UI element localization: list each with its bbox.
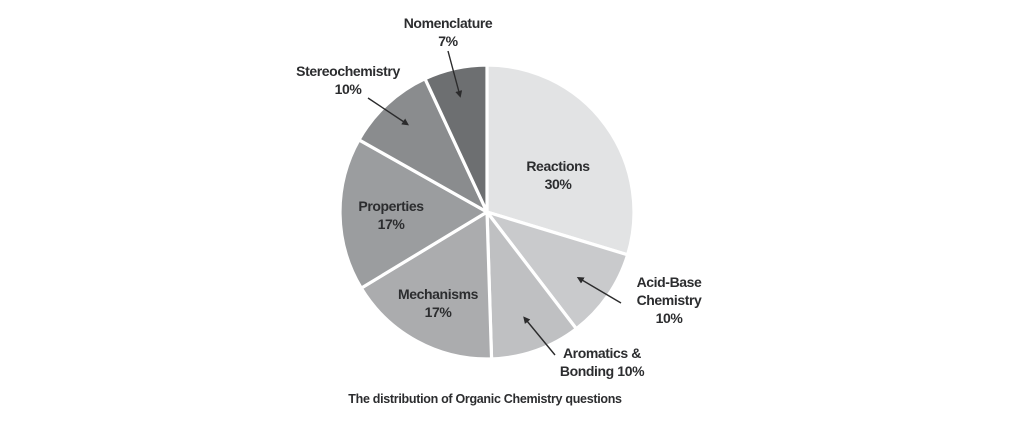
aromatics-arrow-icon <box>523 316 556 356</box>
slice-label-acid-base-chemistry: Acid-Base Chemistry 10% <box>637 273 702 327</box>
pie-slice-nomenclature <box>423 63 489 214</box>
slice-label-line: 7% <box>438 33 458 49</box>
slice-label-line: Aromatics & <box>562 345 642 361</box>
slice-label-properties: Properties 17% <box>358 197 424 233</box>
slice-label-line: 17% <box>377 216 405 232</box>
nomenclature-arrow-icon <box>447 50 463 98</box>
slice-label-line: 10% <box>655 310 683 326</box>
chart-caption: The distribution of Organic Chemistry qu… <box>348 392 622 406</box>
slice-label-line: 17% <box>424 304 452 320</box>
slice-label-line: 30% <box>544 176 572 192</box>
slice-label-mechanisms: Mechanisms 17% <box>398 285 478 321</box>
slice-label-line: Acid-Base <box>636 274 702 290</box>
slice-label-stereochemistry: Stereochemistry 10% <box>296 62 400 98</box>
slice-label-line: Chemistry <box>636 292 702 308</box>
slice-label-line: Stereochemistry <box>296 63 400 79</box>
pie-slice-reactions <box>485 63 636 257</box>
pie-slice-stereochemistry <box>357 77 489 214</box>
slice-label-reactions: Reactions 30% <box>526 157 590 193</box>
slice-label-line: Properties <box>358 198 424 214</box>
slice-label-line: Reactions <box>526 158 590 174</box>
slice-label-line: Nomenclature <box>403 15 493 31</box>
pie-slice-properties <box>338 138 489 290</box>
slice-label-line: Bonding 10% <box>559 363 645 379</box>
stereochemistry-arrow-icon <box>367 97 409 126</box>
callout-arrows-group <box>367 50 622 356</box>
pie-slice-mechanisms <box>359 210 494 361</box>
pie-slice-aromatics-bonding <box>485 210 578 361</box>
slice-label-line: Mechanisms <box>397 286 479 302</box>
acid-base-arrow-icon <box>576 276 622 304</box>
slice-label-line: 10% <box>334 81 362 97</box>
slice-label-nomenclature: Nomenclature 7% <box>404 14 493 50</box>
slice-label-aromatics-bonding: Aromatics & Bonding 10% <box>559 344 645 380</box>
pie-slices-group <box>338 63 636 361</box>
